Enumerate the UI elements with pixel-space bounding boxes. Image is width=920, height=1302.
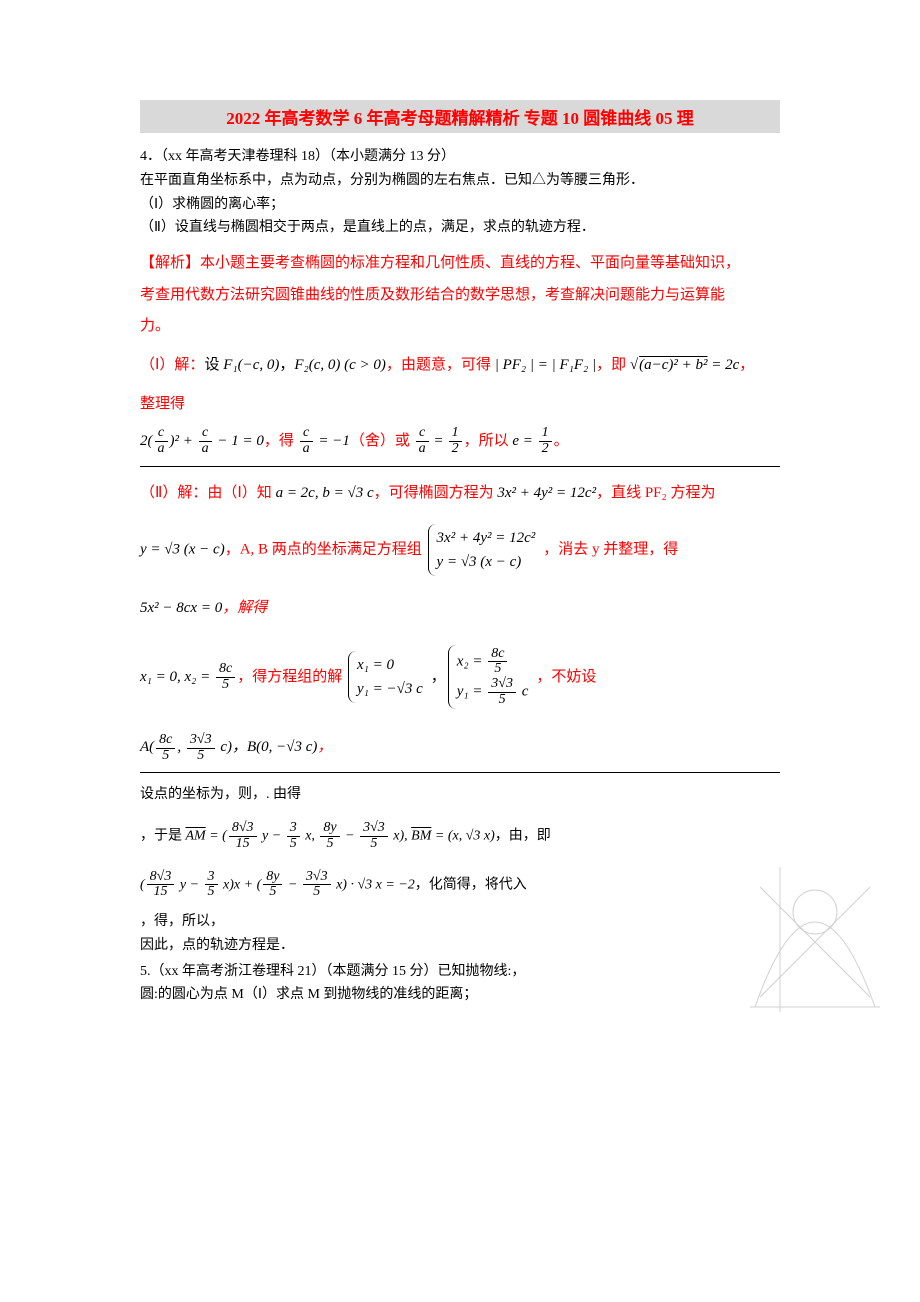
p1-t5: （舍）或 [350,433,414,449]
p2-Aytail: c) [217,739,232,755]
analysis-block: 【解析】本小题主要考查椭圆的标准方程和几何性质、直线的方程、平面向量等基础知识，… [140,248,780,343]
p2-t7: ，不妨设 [536,669,596,685]
q4-block: 4．（xx 年高考天津卷理科 18）（本小题满分 13 分） 在平面直角坐标系中… [140,145,780,240]
p1-eq2b: )² + [170,433,193,449]
q4-line3: （Ⅱ）设直线与椭圆相交于两点，是直线上的点，满足，求点的轨迹方程． [140,216,780,240]
tb-l4: ，得，所以， [140,910,780,934]
tb-eq-tail: ，化简得，将代入 [415,877,527,892]
p2-t6: ，得方程组的解 [237,669,346,685]
p2-t4: ，消去 y 并整理，得 [543,541,678,557]
p1-eq2c: − 1 = 0 [214,433,264,449]
p1-f1: F₁(−c, 0) [223,357,279,373]
p1-elhs: e = [512,433,536,449]
p2-t5: ，解得 [222,600,267,616]
part2-block: （Ⅱ）解：由（Ⅰ）知 a = 2c, b = √3 c，可得椭圆方程为 3x² … [140,477,780,765]
p1-l2lead: 整理得 [140,396,185,412]
p2-t1: ，可得椭圆方程为 [374,485,498,501]
q5-line1: 圆:的圆心为点 M（Ⅰ）求点 M 到抛物线的准线的距离； [140,983,780,1007]
p1-lead: （Ⅰ）解： [140,357,204,373]
p1-cond: (c > 0) [344,357,386,373]
p1-eq3: = −1 [315,433,350,449]
q4-header: 4．（xx 年高考天津卷理科 18）（本小题满分 13 分） [140,145,780,169]
q4-line1: 在平面直角坐标系中，点为动点，分别为椭圆的左右焦点．已知△为等腰三角形． [140,169,780,193]
p2-lead: （Ⅱ）解：由（Ⅰ）知 [140,485,276,501]
p2-ab: a = 2c, b = √3 c [276,485,374,501]
equation-system-3: x₂ = 8c5y₁ = 3√35 c [448,645,535,710]
vector-am: AM [186,829,206,844]
q4-line2: （Ⅰ）求椭圆的离心率； [140,193,780,217]
parabola-sketch-icon [740,857,890,1017]
analysis-t3: 力。 [140,318,170,334]
tail-black-block: 设点的坐标为，则，. 由得 ，于是 AM = (8√315 y − 35 x, … [140,783,780,957]
p2-t2: ，直线 PF₂ 方程为 [596,485,715,501]
analysis-t1: 本小题主要考查椭圆的标准方程和几何性质、直线的方程、平面向量等基础知识， [200,255,740,271]
vector-bm: BM [411,829,431,844]
p1-root: √(a−c)² + b² = 2c [630,357,739,373]
equation-system-2: x₁ = 0y₁ = −√3 c [348,651,429,703]
p1-t4: ，得 [264,433,298,449]
p1-pf: | PF₂ | = | F₁F₂ | [495,357,596,373]
p2-quad: 5x² − 8cx = 0 [140,600,222,616]
analysis-t2: 考查用代数方法研究圆锥曲线的性质及数形结合的数学思想，考查解决问题能力与运算能 [140,287,725,303]
q5-header: 5.（xx 年高考浙江卷理科 21）（本题满分 15 分）已知抛物线:， [140,960,780,984]
q5-block: 5.（xx 年高考浙江卷理科 21）（本题满分 15 分）已知抛物线:， 圆:的… [140,960,780,1008]
tb-l5: 因此，点的轨迹方程是． [140,934,780,958]
p1-t7: 。 [554,433,569,449]
p1-t6: ，所以 [464,433,513,449]
p2-roots: x₁ = 0, x₂ = [140,669,214,685]
equation-system-1: 3x² + 4y² = 12c²y = √3 (x − c) [428,524,542,576]
p2-lineeq: y = √3 (x − c) [140,541,225,557]
tb-l2b: ，由，即 [495,829,551,844]
p1-tail: ， [739,357,754,373]
part1-block: （Ⅰ）解：设 F₁(−c, 0) ， F₂(c, 0) (c > 0)，由题意，可得… [140,349,780,458]
p1-t2: ，由题意，可得 [386,357,495,373]
divider-2 [140,772,780,773]
p1-f2: F₂(c, 0) [294,357,340,373]
tb-bm: = (x, √3 x) [431,829,494,844]
p2-dot: ， [317,739,332,755]
analysis-lead: 【解析】 [140,255,200,271]
p2-ell: 3x² + 4y² = 12c² [497,485,596,501]
p1-t1: 设 [204,357,223,373]
p2-A-lead: A( [140,739,154,755]
p2-A-sep: , [177,739,185,755]
tb-eq-a: ( [140,877,145,892]
tb-l1: 设点的坐标为，则，. 由得 [140,783,780,807]
tb-am-eq: = ( [206,829,227,844]
page-title: 2022 年高考数学 6 年高考母题精解精析 专题 10 圆锥曲线 05 理 [140,100,780,133]
p2-t3: ，A, B 两点的坐标满足方程组 [225,541,426,557]
divider-1 [140,466,780,467]
p1-eq2a: 2( [140,433,153,449]
p1-t3: ，即 [596,357,630,373]
p2-B: ，B(0, −√3 c) [232,739,317,755]
tb-l2a: ，于是 [140,829,186,844]
